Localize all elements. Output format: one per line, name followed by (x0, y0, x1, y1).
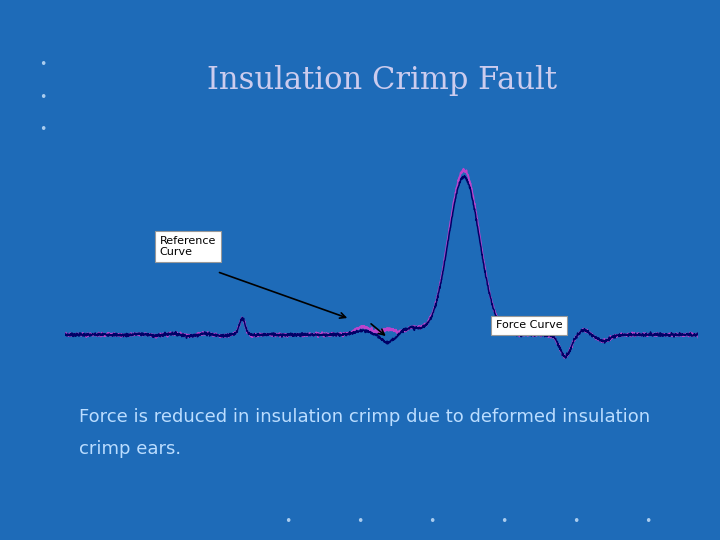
Text: Force is reduced in insulation crimp due to deformed insulation: Force is reduced in insulation crimp due… (79, 408, 650, 426)
Text: •: • (40, 91, 47, 104)
Text: Insulation Crimp Fault: Insulation Crimp Fault (207, 65, 557, 97)
Text: •: • (284, 515, 292, 528)
Text: •: • (40, 123, 47, 136)
Text: Reference
Curve: Reference Curve (160, 235, 216, 257)
Text: •: • (644, 515, 652, 528)
Text: •: • (572, 515, 580, 528)
Text: Force Curve: Force Curve (495, 320, 562, 330)
Text: •: • (356, 515, 364, 528)
Text: crimp ears.: crimp ears. (79, 440, 181, 458)
Text: •: • (428, 515, 436, 528)
Text: •: • (500, 515, 508, 528)
Text: •: • (40, 58, 47, 71)
